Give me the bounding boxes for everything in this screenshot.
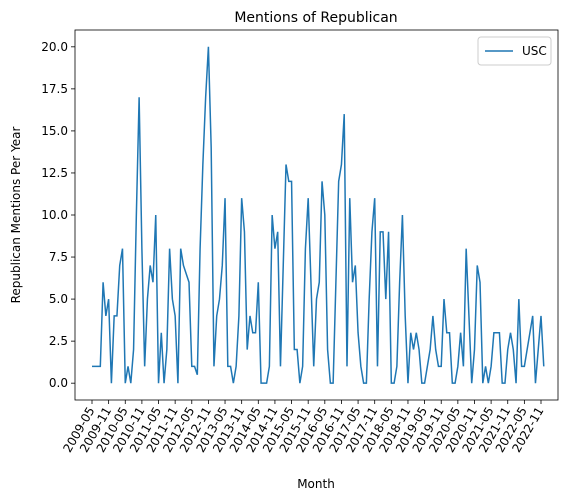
x-axis-label: Month [297,477,335,491]
y-tick-label: 17.5 [41,82,68,96]
y-tick-label: 0.0 [49,376,68,390]
y-tick-label: 10.0 [41,208,68,222]
y-tick-label: 20.0 [41,40,68,54]
y-tick-label: 15.0 [41,124,68,138]
chart-title: Mentions of Republican [234,10,397,26]
legend-label: USC [522,44,547,58]
y-tick-label: 12.5 [41,166,68,180]
y-tick-label: 5.0 [49,292,68,306]
y-tick-label: 7.5 [49,250,68,264]
line-series [92,46,545,384]
axes-frame [74,29,559,401]
y-axis-label: Republican Mentions Per Year [9,127,23,304]
y-tick-label: 2.5 [49,334,68,348]
legend-box [477,36,552,66]
